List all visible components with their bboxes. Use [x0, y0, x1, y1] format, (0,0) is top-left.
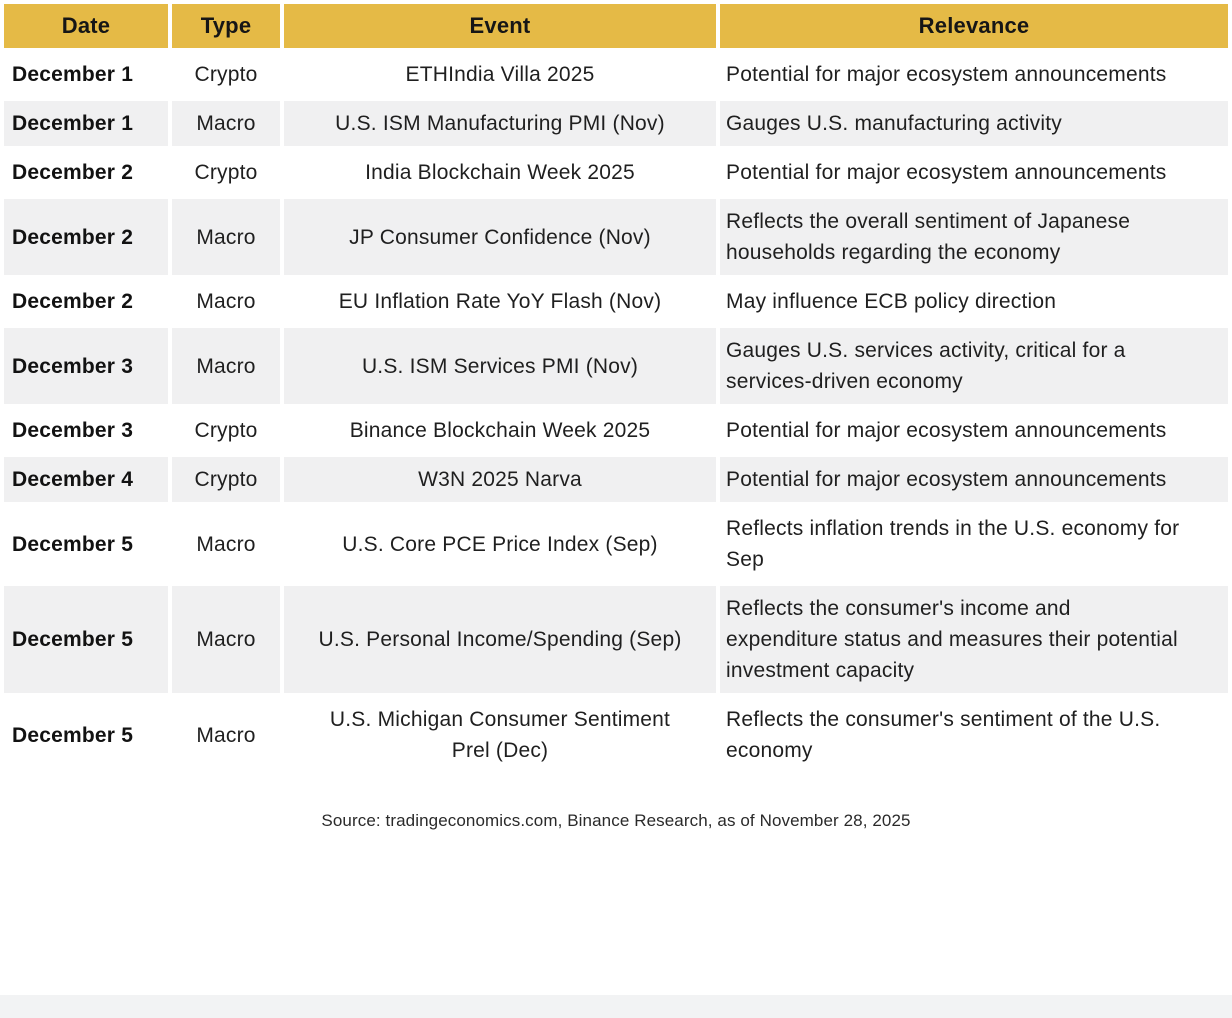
table-row: December 3 Crypto Binance Blockchain Week … [4, 408, 1228, 453]
date-cell: December 1 [4, 52, 168, 97]
table-row: December 5 Macro U.S. Michigan Consumer Se… [4, 697, 1228, 773]
table-row: December 1 Macro U.S. ISM Manufacturing PM… [4, 101, 1228, 146]
event-cell: U.S. Core PCE Price Index (Sep) [284, 506, 716, 582]
date-cell: December 5 [4, 506, 168, 582]
table-body: December 1 Crypto ETHIndia Villa 2025 Poten… [4, 52, 1228, 773]
type-cell: Macro [172, 101, 280, 146]
table-row: December 3 Macro U.S. ISM Services PMI (No… [4, 328, 1228, 404]
event-cell: JP Consumer Confidence (Nov) [284, 199, 716, 275]
date-cell: December 2 [4, 199, 168, 275]
date-cell: December 3 [4, 328, 168, 404]
event-cell: U.S. ISM Manufacturing PMI (Nov) [284, 101, 716, 146]
source-note: Source: tradingeconomics.com, Binance Re… [321, 811, 911, 830]
relevance-cell: Reflects the consumer's sentiment of the… [720, 697, 1228, 773]
type-cell: Macro [172, 199, 280, 275]
type-cell: Macro [172, 697, 280, 773]
relevance-cell: Reflects the overall sentiment of Japane… [720, 199, 1228, 275]
type-cell: Macro [172, 328, 280, 404]
event-cell: U.S. Michigan Consumer Sentiment Prel (D… [284, 697, 716, 773]
event-cell: India Blockchain Week 2025 [284, 150, 716, 195]
column-header-event: Event [284, 4, 716, 48]
column-header-type: Type [172, 4, 280, 48]
column-header-date: Date [4, 4, 168, 48]
event-cell: W3N 2025 Narva [284, 457, 716, 502]
type-cell: Macro [172, 279, 280, 324]
event-cell: Binance Blockchain Week 2025 [284, 408, 716, 453]
event-cell: U.S. Personal Income/Spending (Sep) [284, 586, 716, 693]
relevance-cell: Potential for major ecosystem announceme… [720, 52, 1228, 97]
event-cell: U.S. ISM Services PMI (Nov) [284, 328, 716, 404]
relevance-cell: Gauges U.S. services activity, critical … [720, 328, 1228, 404]
type-cell: Crypto [172, 52, 280, 97]
type-cell: Macro [172, 506, 280, 582]
date-cell: December 4 [4, 457, 168, 502]
table-row: December 2 Macro EU Inflation Rate YoY Fla… [4, 279, 1228, 324]
date-cell: December 5 [4, 697, 168, 773]
relevance-cell: May influence ECB policy direction [720, 279, 1228, 324]
type-cell: Crypto [172, 150, 280, 195]
relevance-cell: Potential for major ecosystem announceme… [720, 408, 1228, 453]
type-cell: Crypto [172, 408, 280, 453]
type-cell: Crypto [172, 457, 280, 502]
date-cell: December 1 [4, 101, 168, 146]
table-row: December 5 Macro U.S. Core PCE Price Index… [4, 506, 1228, 582]
type-cell: Macro [172, 586, 280, 693]
relevance-cell: Reflects the consumer's income and expen… [720, 586, 1228, 693]
date-cell: December 3 [4, 408, 168, 453]
table-row: December 2 Crypto India Blockchain Week 20… [4, 150, 1228, 195]
relevance-cell: Potential for major ecosystem announceme… [720, 150, 1228, 195]
table-row: December 5 Macro U.S. Personal Income/Spen… [4, 586, 1228, 693]
table-row: December 1 Crypto ETHIndia Villa 2025 Poten… [4, 52, 1228, 97]
bottom-scrollbar-track [0, 995, 1232, 1018]
table-header-row: Date Type Event Relevance [4, 4, 1228, 48]
relevance-cell: Gauges U.S. manufacturing activity [720, 101, 1228, 146]
table-row: December 4 Crypto W3N 2025 Narva Potential … [4, 457, 1228, 502]
relevance-cell: Reflects inflation trends in the U.S. ec… [720, 506, 1228, 582]
date-cell: December 5 [4, 586, 168, 693]
column-header-relevance: Relevance [720, 4, 1228, 48]
event-cell: EU Inflation Rate YoY Flash (Nov) [284, 279, 716, 324]
date-cell: December 2 [4, 150, 168, 195]
date-cell: December 2 [4, 279, 168, 324]
event-cell: ETHIndia Villa 2025 [284, 52, 716, 97]
table-row: December 2 Macro JP Consumer Confidence (N… [4, 199, 1228, 275]
events-table: Date Type Event Relevance December 1 Cryp… [4, 4, 1228, 773]
relevance-cell: Potential for major ecosystem announceme… [720, 457, 1228, 502]
